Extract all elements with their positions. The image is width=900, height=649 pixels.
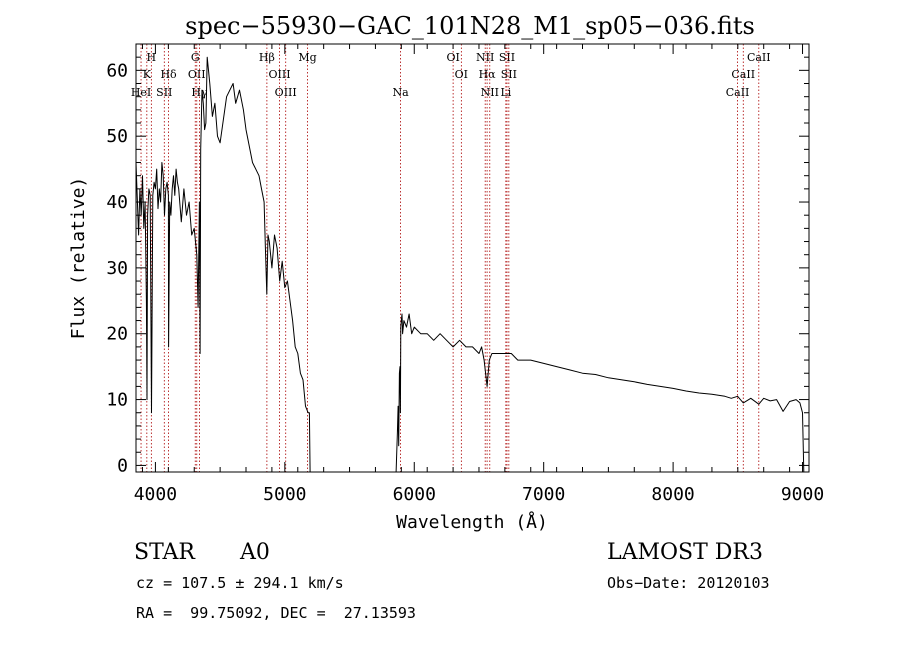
y-tick-label: 10 — [106, 390, 128, 411]
y-tick-label: 40 — [106, 192, 128, 213]
x-tick-label: 8000 — [651, 484, 694, 505]
line-marker-label: K — [143, 68, 152, 81]
line-marker-label: CaII — [747, 51, 771, 64]
y-tick-label: 30 — [106, 258, 128, 279]
line-marker-label: HeI — [131, 86, 151, 99]
line-marker-label: OI — [455, 68, 468, 81]
chart-title: spec−55930−GAC_101N28_M1_sp05−036.fits — [185, 12, 755, 40]
line-marker-label: Na — [392, 86, 409, 99]
x-tick-label: 4000 — [134, 484, 177, 505]
line-marker-label: OI — [446, 51, 459, 64]
line-marker-label: SII — [499, 51, 515, 64]
y-axis-label: Flux (relative) — [68, 177, 89, 340]
x-tick-label: 5000 — [263, 484, 306, 505]
line-marker-label: Li — [500, 86, 511, 99]
line-marker-label: CaII — [726, 86, 750, 99]
flux-series — [135, 56, 805, 473]
line-marker-label: NII — [481, 86, 499, 99]
x-axis: 4000 5000 6000 7000 8000 9000 — [134, 44, 824, 505]
y-axis: 0 10 20 30 40 50 60 — [106, 56, 809, 476]
line-marker-label: SII — [501, 68, 517, 81]
line-marker-label: OIII — [268, 68, 290, 81]
flux-line — [135, 56, 312, 473]
line-marker-label: Mg — [298, 51, 316, 64]
line-marker-label: NII — [476, 51, 494, 64]
line-marker-label: Hγ — [191, 86, 208, 99]
line-marker-label: OIII — [275, 86, 297, 99]
line-marker-label: Hβ — [259, 51, 275, 64]
line-marker-label: CaII — [731, 68, 755, 81]
redshift-cz: cz = 107.5 ± 294.1 km/s — [136, 574, 344, 592]
x-tick-label: 9000 — [781, 484, 824, 505]
line-marker-label: Hα — [479, 68, 497, 81]
y-tick-label: 60 — [106, 60, 128, 81]
y-tick-label: 20 — [106, 324, 128, 345]
line-marker-label: Hδ — [160, 68, 177, 81]
object-subclass: A0 — [240, 540, 270, 565]
object-class: STAR — [134, 540, 195, 565]
x-tick-label: 6000 — [393, 484, 436, 505]
survey-name: LAMOST DR3 — [607, 540, 763, 565]
line-markers: HK HeI SII Hδ G OII Hγ Hβ OIII OIII Mg Na OI OI NII Hα N… — [131, 44, 771, 472]
line-marker-label: OII — [188, 68, 206, 81]
plot-frame — [135, 43, 810, 473]
line-marker-label: G — [191, 51, 200, 64]
flux-line — [395, 313, 805, 473]
y-tick-label: 0 — [117, 455, 128, 476]
line-marker-label: SII — [156, 86, 172, 99]
y-tick-label: 50 — [106, 126, 128, 147]
coordinates-radec: RA = 99.75092, DEC = 27.13593 — [136, 604, 416, 622]
spectrum-chart: spec−55930−GAC_101N28_M1_sp05−036.fits H… — [68, 12, 824, 533]
x-tick-label: 7000 — [522, 484, 565, 505]
x-axis-label: Wavelength (Å) — [396, 511, 548, 533]
observation-date: Obs−Date: 20120103 — [607, 574, 770, 592]
line-marker-label: H — [147, 51, 157, 64]
